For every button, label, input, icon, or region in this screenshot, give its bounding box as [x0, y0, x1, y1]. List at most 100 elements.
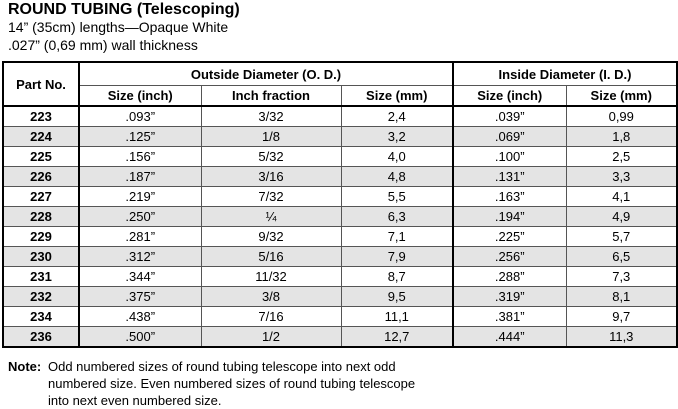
row: 228.250” ¼ 6,3.194” 4,9: [2, 206, 678, 227]
cell: .187”: [78, 166, 202, 187]
cell: 5/16: [200, 246, 342, 267]
row: 231.344” 11/32 8,7.288” 7,3: [2, 266, 678, 287]
cell: 5,7: [565, 226, 678, 247]
cell: .194”: [452, 206, 567, 227]
header-cell: Part No.: [2, 61, 80, 107]
row: 236.500” 1/2 12,7.444” 11,3: [2, 326, 678, 348]
cell: ¼: [200, 206, 342, 227]
cell: .093”: [78, 105, 202, 127]
part-number: 231: [2, 266, 80, 287]
cell: .156”: [78, 146, 202, 167]
cell: 7/16: [200, 306, 342, 327]
note: Note: Odd numbered sizes of round tubing…: [8, 358, 415, 409]
table: Part No. Outside Diameter (O. D.) Inside…: [2, 61, 678, 348]
cell: .131”: [452, 166, 567, 187]
cell: .125”: [78, 126, 202, 147]
cell: 2,4: [340, 105, 454, 127]
cell: .281”: [78, 226, 202, 247]
cell: .375”: [78, 286, 202, 307]
column-header: Inch fraction: [200, 85, 342, 107]
row: 227.219” 7/32 5,5.163” 4,1: [2, 186, 678, 207]
cell: 4,1: [565, 186, 678, 207]
cell: 5,5: [340, 186, 454, 207]
group-header: Outside Diameter (O. D.): [78, 61, 454, 86]
cell: 2,5: [565, 146, 678, 167]
cell: 3,2: [340, 126, 454, 147]
part-number: 232: [2, 286, 80, 307]
part-number: 226: [2, 166, 80, 187]
cell: 7,1: [340, 226, 454, 247]
column-header: Size (mm): [340, 85, 454, 107]
row: 225.156” 5/32 4,0.100” 2,5: [2, 146, 678, 167]
note-line: into next even numbered size.: [48, 393, 222, 408]
note-line: Odd numbered sizes of round tubing teles…: [48, 359, 396, 374]
cell: 1,8: [565, 126, 678, 147]
cell: 7/32: [200, 186, 342, 207]
cell: .163”: [452, 186, 567, 207]
cell: .381”: [452, 306, 567, 327]
cell: .219”: [78, 186, 202, 207]
cell: 12,7: [340, 326, 454, 348]
column-header: Size (inch): [452, 85, 567, 107]
cell: .039”: [452, 105, 567, 127]
note-label: Note:: [8, 359, 42, 374]
cell: .500”: [78, 326, 202, 348]
cell: .288”: [452, 266, 567, 287]
row: 234.438” 7/16 11,1.381” 9,7: [2, 306, 678, 327]
cell: 3/16: [200, 166, 342, 187]
cell: 9,7: [565, 306, 678, 327]
cell: 9,5: [340, 286, 454, 307]
row: 232.375” 3/8 9,5.319” 8,1: [2, 286, 678, 307]
part-number: 236: [2, 326, 80, 348]
cell: 6,3: [340, 206, 454, 227]
cell: 0,99: [565, 105, 678, 127]
cell: .250”: [78, 206, 202, 227]
cell: 3,3: [565, 166, 678, 187]
column-header: Size (inch): [78, 85, 202, 107]
part-number: 225: [2, 146, 80, 167]
part-number: 229: [2, 226, 80, 247]
cell: .069”: [452, 126, 567, 147]
group-header: Inside Diameter (I. D.): [451, 61, 678, 86]
cell: 1/8: [200, 126, 342, 147]
subtitle: 14” (35cm) lengths—Opaque White: [8, 19, 229, 35]
row: 229.281” 9/32 7,1.225” 5,7: [2, 226, 678, 247]
part-number: 224: [2, 126, 80, 147]
part-number: 230: [2, 246, 80, 267]
cell: 7,9: [340, 246, 454, 267]
cell: .312”: [78, 246, 202, 267]
cell: 8,7: [340, 266, 454, 287]
cell: .225”: [452, 226, 567, 247]
row: 224.125” 1/8 3,2.069” 1,8: [2, 126, 678, 147]
cell: 5/32: [200, 146, 342, 167]
cell: 4,9: [565, 206, 678, 227]
note-line: numbered size. Even numbered sizes of ro…: [48, 376, 416, 391]
cell: 4,0: [340, 146, 454, 167]
part-number: 227: [2, 186, 80, 207]
cell: 4,8: [340, 166, 454, 187]
cell: 3/32: [200, 105, 342, 127]
part-number: 234: [2, 306, 80, 327]
cell: 11/32: [200, 266, 342, 287]
cell: 11,1: [340, 306, 454, 327]
column-header: Size (mm): [565, 85, 678, 107]
cell: .319”: [452, 286, 567, 307]
cell: 11,3: [565, 326, 678, 348]
cell: 1/2: [200, 326, 342, 348]
row: 230.312” 5/16 7,9.256” 6,5: [2, 246, 678, 267]
cell: 6,5: [565, 246, 678, 267]
subtitle: .027” (0,69 mm) wall thickness: [8, 37, 198, 53]
cell: .100”: [452, 146, 567, 167]
row: 226.187” 3/16 4,8.131” 3,3: [2, 166, 678, 187]
part-number: 223: [2, 105, 80, 127]
part-number: 228: [2, 206, 80, 227]
cell: .344”: [78, 266, 202, 287]
cell: 7,3: [565, 266, 678, 287]
cell: .256”: [452, 246, 567, 267]
cell: 3/8: [200, 286, 342, 307]
cell: 9/32: [200, 226, 342, 247]
cell: 8,1: [565, 286, 678, 307]
row: 223.093” 3/32 2,4.039” 0,99: [2, 105, 678, 127]
cell: .444”: [452, 326, 567, 348]
